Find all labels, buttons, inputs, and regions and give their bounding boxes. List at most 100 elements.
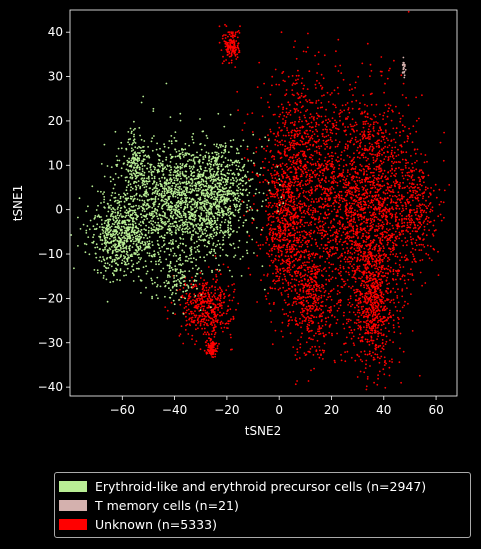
data-point	[332, 123, 335, 125]
data-point	[348, 256, 350, 258]
data-point	[374, 314, 377, 317]
data-point	[364, 147, 366, 150]
data-point	[301, 140, 304, 143]
data-point	[224, 295, 226, 298]
data-point	[381, 198, 384, 201]
data-point	[307, 309, 310, 311]
data-point	[374, 324, 377, 327]
data-point	[329, 311, 331, 314]
data-point	[371, 329, 374, 332]
data-point	[356, 257, 359, 260]
data-point	[307, 315, 309, 318]
data-point	[367, 157, 369, 160]
data-point	[217, 319, 219, 321]
data-point	[343, 198, 346, 201]
data-point	[372, 319, 375, 322]
data-point	[321, 198, 324, 201]
data-point	[376, 155, 378, 158]
data-point	[318, 247, 321, 250]
data-point	[399, 278, 402, 281]
data-point	[298, 280, 301, 283]
data-point	[300, 241, 302, 244]
data-point	[380, 266, 383, 269]
data-point	[361, 276, 363, 278]
data-point	[308, 282, 311, 285]
data-point	[297, 109, 300, 112]
data-point	[423, 209, 426, 212]
data-point	[335, 238, 338, 241]
data-point	[328, 309, 331, 312]
data-point	[361, 153, 364, 156]
data-point	[376, 158, 378, 160]
data-point	[284, 148, 286, 151]
data-point	[320, 301, 323, 304]
data-point	[385, 218, 388, 221]
data-point	[286, 244, 288, 247]
data-point	[359, 214, 362, 216]
data-point	[369, 136, 371, 138]
data-point	[372, 281, 375, 284]
data-point	[299, 159, 302, 162]
data-point	[305, 296, 307, 299]
data-point	[280, 292, 283, 294]
data-point	[415, 168, 418, 171]
data-point	[359, 320, 362, 323]
data-point	[296, 351, 299, 354]
data-point	[402, 151, 405, 154]
data-point	[375, 169, 378, 171]
data-point	[358, 333, 361, 336]
data-point	[360, 205, 363, 208]
data-point	[294, 317, 297, 319]
data-point	[227, 295, 230, 297]
data-point	[298, 195, 301, 197]
data-point	[296, 178, 299, 180]
data-point	[357, 299, 359, 302]
data-point	[247, 158, 249, 161]
data-point	[320, 193, 323, 196]
data-point	[320, 229, 322, 232]
data-point	[369, 279, 372, 282]
data-point	[410, 251, 412, 254]
data-point	[360, 169, 363, 172]
data-point	[365, 292, 367, 295]
data-point	[274, 287, 276, 290]
data-point	[296, 295, 299, 298]
data-point	[322, 216, 325, 219]
data-point	[303, 264, 305, 266]
data-point	[344, 191, 347, 194]
data-point	[363, 350, 366, 353]
data-point	[295, 297, 297, 300]
data-point	[382, 302, 385, 304]
data-point	[318, 124, 320, 126]
data-point	[365, 322, 368, 325]
data-point	[366, 376, 369, 378]
data-point	[295, 130, 298, 133]
data-point	[283, 273, 285, 276]
data-point	[379, 261, 382, 263]
data-point	[374, 302, 376, 305]
data-point	[236, 36, 239, 39]
data-point	[325, 283, 327, 286]
data-point	[301, 223, 304, 226]
data-point	[385, 255, 387, 257]
data-point	[258, 138, 261, 141]
data-point	[361, 112, 364, 115]
data-point	[308, 266, 311, 269]
data-point	[403, 195, 405, 198]
data-point	[395, 195, 398, 198]
data-point	[340, 190, 343, 193]
data-point	[329, 93, 332, 96]
data-point	[379, 113, 381, 116]
data-point	[311, 268, 313, 270]
data-point	[352, 227, 355, 230]
data-point	[306, 233, 309, 235]
data-point	[193, 314, 196, 317]
data-point	[336, 184, 339, 187]
data-point	[350, 329, 353, 332]
data-point	[405, 205, 407, 208]
data-point	[353, 328, 356, 331]
data-point	[270, 149, 272, 152]
data-point	[293, 178, 296, 181]
data-point	[303, 230, 305, 232]
data-point	[374, 289, 377, 292]
